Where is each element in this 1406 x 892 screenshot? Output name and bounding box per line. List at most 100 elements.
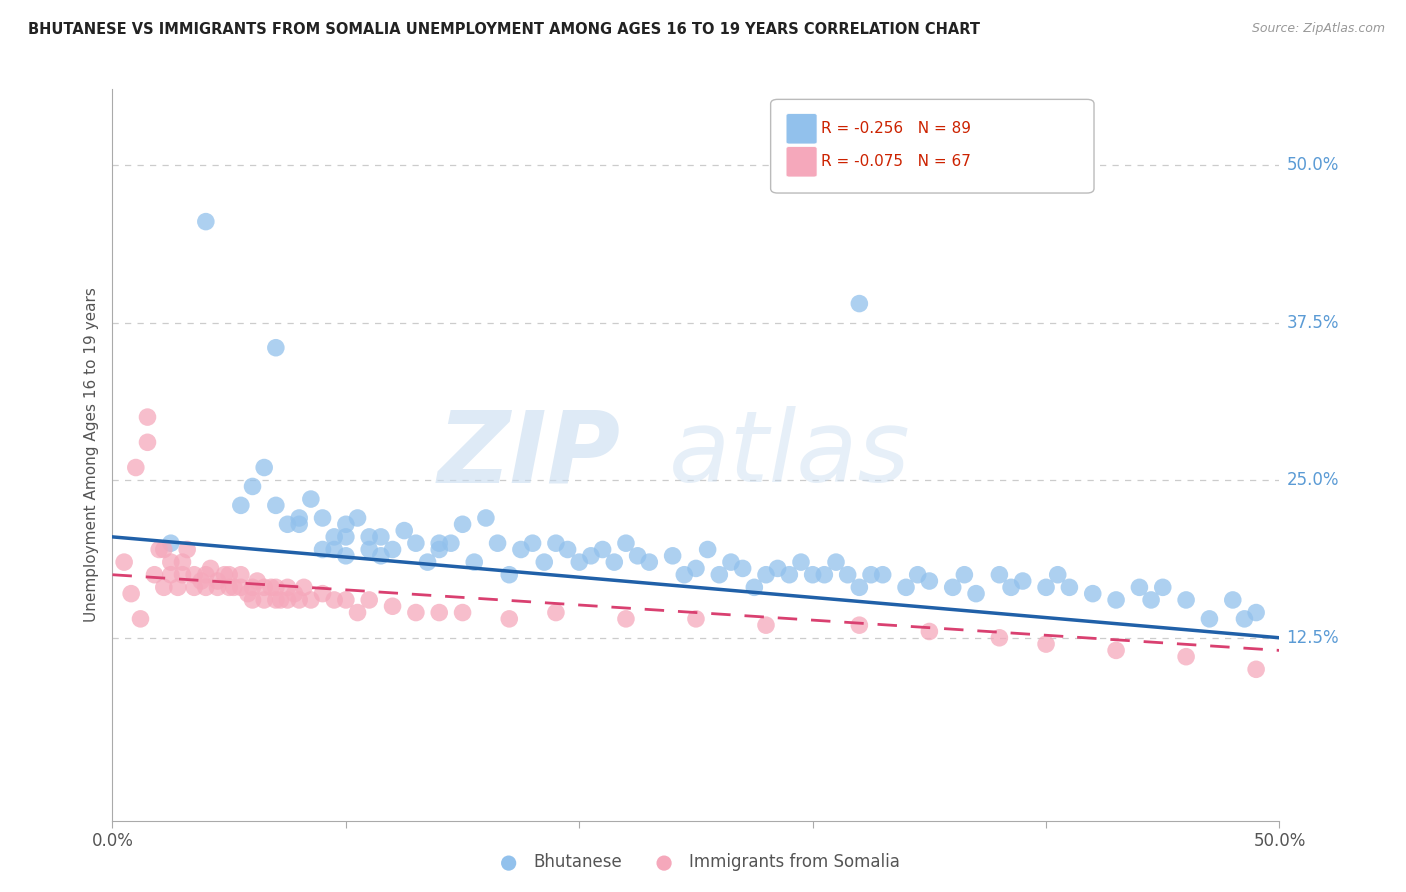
Point xyxy=(953,567,976,582)
Point xyxy=(153,542,176,557)
Point xyxy=(229,567,252,582)
Point xyxy=(848,618,870,632)
Point xyxy=(276,593,298,607)
Point xyxy=(229,580,252,594)
Point xyxy=(264,593,287,607)
Point xyxy=(813,567,835,582)
Point xyxy=(381,599,404,614)
Point xyxy=(323,530,346,544)
Point xyxy=(264,580,287,594)
Point xyxy=(790,555,813,569)
Text: atlas: atlas xyxy=(668,407,910,503)
Point xyxy=(720,555,742,569)
Point xyxy=(288,517,311,532)
Point xyxy=(260,580,283,594)
Point xyxy=(381,542,404,557)
Point xyxy=(136,410,159,425)
Text: R = -0.075   N = 67: R = -0.075 N = 67 xyxy=(821,154,972,169)
Point xyxy=(522,536,544,550)
Point xyxy=(346,606,368,620)
Point xyxy=(907,567,929,582)
Point xyxy=(153,580,176,594)
Point xyxy=(1081,587,1104,601)
Point xyxy=(335,549,357,563)
Point xyxy=(160,536,183,550)
Point xyxy=(696,542,718,557)
Point xyxy=(299,491,322,506)
Point xyxy=(498,567,520,582)
Point xyxy=(1244,606,1267,620)
Point xyxy=(346,511,368,525)
Point xyxy=(172,555,194,569)
Point xyxy=(299,593,322,607)
Point xyxy=(207,574,229,588)
Text: 37.5%: 37.5% xyxy=(1286,313,1339,332)
Point xyxy=(405,606,427,620)
Point xyxy=(214,567,236,582)
Point xyxy=(451,517,474,532)
Point xyxy=(475,511,498,525)
Point xyxy=(311,542,333,557)
Point xyxy=(236,587,259,601)
Point xyxy=(311,511,333,525)
Point xyxy=(614,612,637,626)
Point xyxy=(942,580,965,594)
Point xyxy=(242,479,264,493)
Point xyxy=(264,499,287,513)
Point xyxy=(427,606,450,620)
Point xyxy=(1128,580,1150,594)
Point xyxy=(242,580,264,594)
Point xyxy=(359,542,381,557)
Point xyxy=(544,536,567,550)
Y-axis label: Unemployment Among Ages 16 to 19 years: Unemployment Among Ages 16 to 19 years xyxy=(83,287,98,623)
Point xyxy=(125,460,148,475)
Point xyxy=(918,624,941,639)
Point xyxy=(276,580,298,594)
Point xyxy=(1198,612,1220,626)
Point xyxy=(509,542,531,557)
Point xyxy=(918,574,941,588)
Point xyxy=(1233,612,1256,626)
Point xyxy=(253,580,276,594)
Point xyxy=(557,542,579,557)
Point xyxy=(194,214,217,228)
Point xyxy=(872,567,894,582)
Point xyxy=(440,536,463,550)
Point xyxy=(1035,580,1057,594)
Point xyxy=(988,631,1011,645)
Point xyxy=(335,530,357,544)
Point xyxy=(1059,580,1081,594)
Point xyxy=(370,549,392,563)
Point xyxy=(194,580,217,594)
Point xyxy=(709,567,731,582)
Point xyxy=(190,574,212,588)
Point xyxy=(1105,593,1128,607)
Point xyxy=(894,580,917,594)
Point xyxy=(148,542,170,557)
Point xyxy=(755,567,778,582)
Point xyxy=(222,580,245,594)
Point xyxy=(1046,567,1069,582)
Point xyxy=(1175,593,1198,607)
Point xyxy=(207,580,229,594)
Point xyxy=(592,542,614,557)
Point xyxy=(359,593,381,607)
Text: ZIP: ZIP xyxy=(437,407,620,503)
Point xyxy=(685,612,707,626)
Point xyxy=(603,555,626,569)
Point xyxy=(1011,574,1033,588)
Point xyxy=(579,549,602,563)
Point xyxy=(988,567,1011,582)
Point xyxy=(292,580,315,594)
Point xyxy=(242,593,264,607)
Point xyxy=(288,593,311,607)
Point xyxy=(112,555,135,569)
Point xyxy=(276,517,298,532)
Point xyxy=(160,567,183,582)
Point xyxy=(160,555,183,569)
Text: Source: ZipAtlas.com: Source: ZipAtlas.com xyxy=(1251,22,1385,36)
Point xyxy=(176,542,198,557)
Point xyxy=(200,561,222,575)
Point xyxy=(801,567,824,582)
Point xyxy=(825,555,848,569)
